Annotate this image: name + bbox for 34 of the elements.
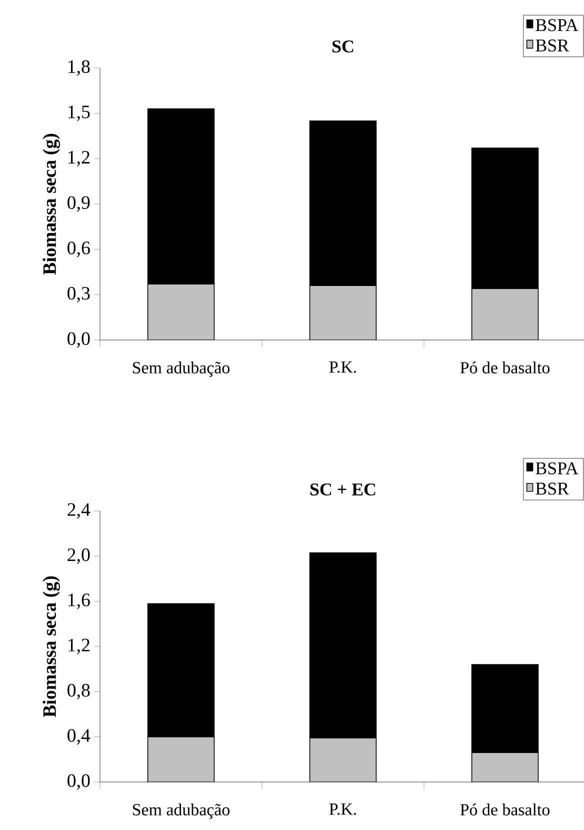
y-axis-title: Biomassa seca (g) <box>42 576 60 718</box>
y-tick-label: 0,0 <box>68 774 90 790</box>
legend-label: BSPA <box>536 19 578 32</box>
bar <box>309 285 377 340</box>
x-tick-label: P.K. <box>329 362 356 373</box>
y-tick-label: 1,6 <box>68 594 90 610</box>
bar <box>471 752 539 782</box>
y-tick-label: 1,8 <box>68 60 90 76</box>
y-tick-label: 0,3 <box>68 286 90 302</box>
legend-label: BSR <box>536 482 570 495</box>
bar <box>147 284 215 340</box>
x-tick-label: P.K. <box>329 804 356 815</box>
bar <box>471 288 539 340</box>
x-tick-label: Sem adubação <box>133 362 230 377</box>
y-tick-label: 1,2 <box>68 638 90 654</box>
y-tick-label: 0,0 <box>68 332 90 348</box>
y-tick-label: 0,4 <box>68 729 90 745</box>
y-tick-label: 0,6 <box>68 242 90 258</box>
chart-title: SC <box>332 40 354 52</box>
x-tick-label: Sem adubação <box>133 804 230 819</box>
y-tick-label: 0,8 <box>68 684 90 700</box>
y-axis-title: Biomassa seca (g) <box>42 134 60 275</box>
chart-title: SC + EC <box>310 483 376 496</box>
y-tick-label: 2,0 <box>68 548 90 564</box>
bar <box>309 738 377 782</box>
x-tick-label: Pó de basalto <box>460 804 550 816</box>
legend-label: BSPA <box>536 462 578 474</box>
y-tick-label: 1,5 <box>68 106 90 122</box>
legend-label: BSR <box>536 39 570 52</box>
y-tick-label: 1,2 <box>68 150 90 166</box>
x-tick-label: Pó de basalto <box>460 362 550 374</box>
bar <box>147 736 215 782</box>
y-tick-label: 2,4 <box>68 503 90 519</box>
y-tick-label: 0,9 <box>68 196 90 212</box>
